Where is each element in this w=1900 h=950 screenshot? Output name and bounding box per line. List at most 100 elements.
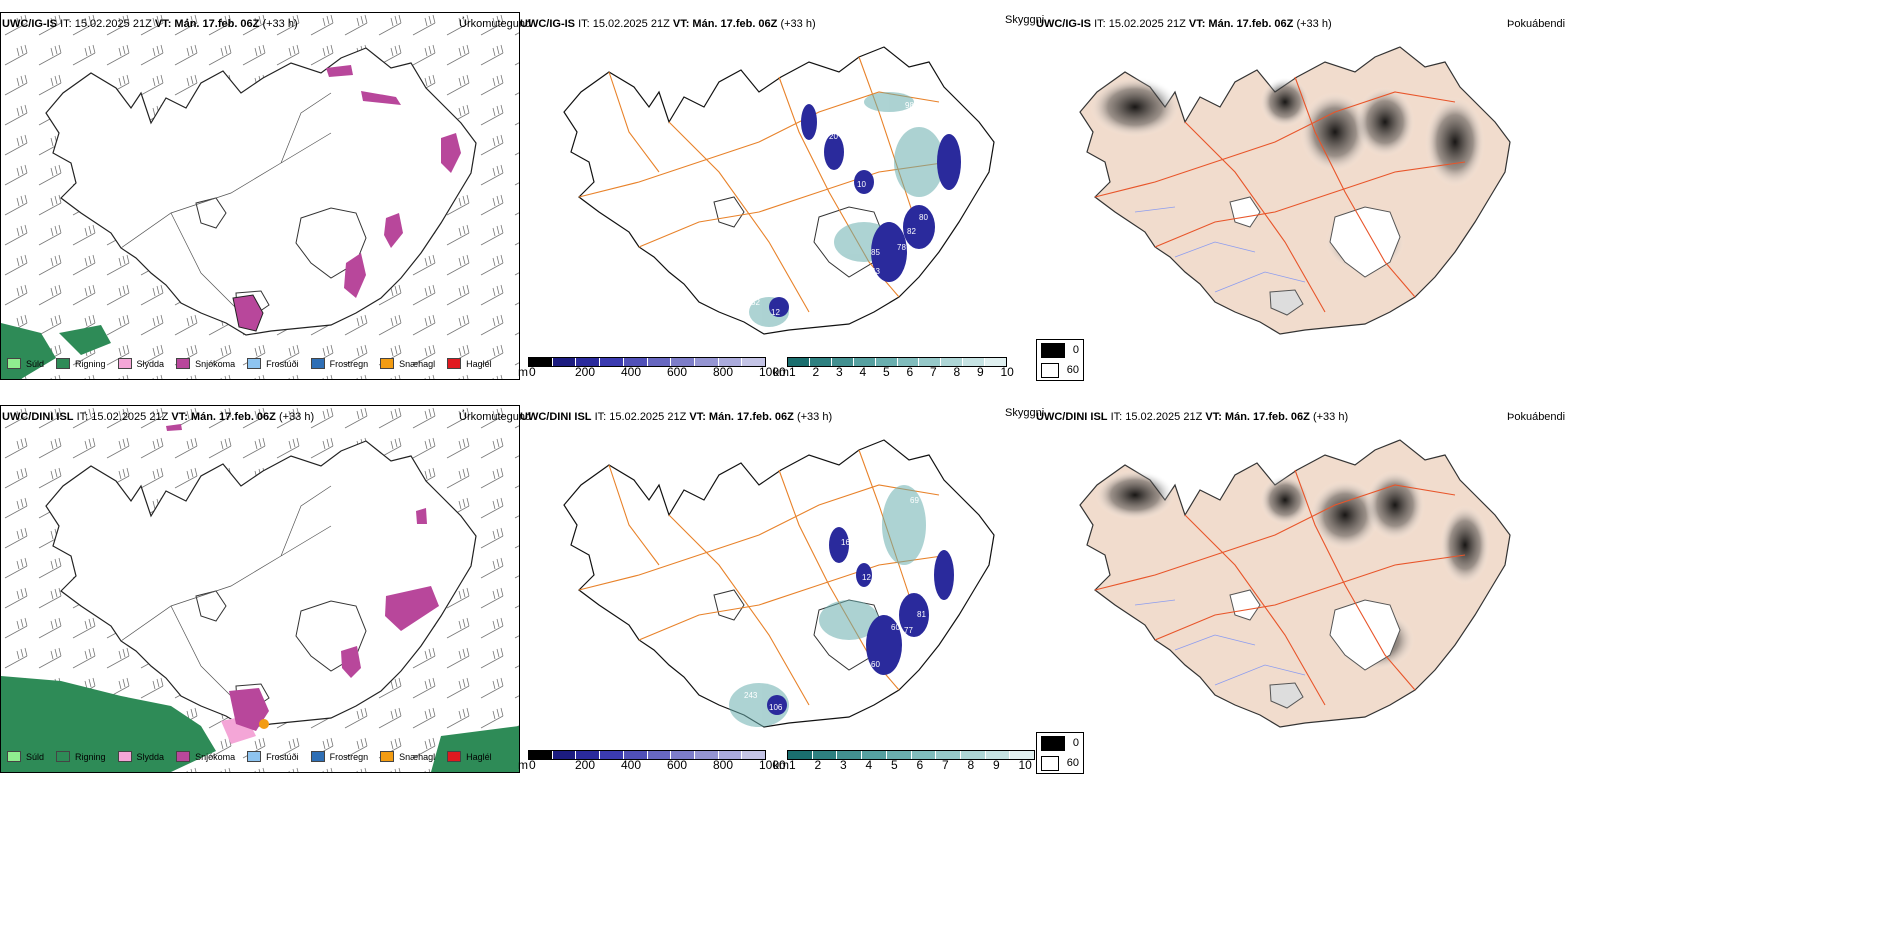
colorbar-step: [576, 358, 601, 366]
legend-label: Slydda: [136, 751, 165, 762]
vis-value-label: 69: [910, 496, 919, 505]
title-fog-2: Þokuábendi: [1507, 411, 1566, 423]
snow-area: [344, 253, 366, 298]
colorbar-tick: 6: [916, 758, 924, 772]
header-fog-2: UWC/DINI ISL IT: 15.02.2025 21Z VT: Mán.…: [1036, 411, 1349, 423]
vis-panel-1: 52 12 20 10 85 63 78 82 80 12 87 98: [519, 12, 1039, 380]
snow-area: [232, 294, 264, 332]
fog-swatch: [1041, 735, 1065, 751]
colorbar-tick: 6: [906, 365, 914, 379]
fog-label: 0: [1072, 737, 1079, 749]
header-vis-1: UWC/IG-IS IT: 15.02.2025 21Z VT: Mán. 17…: [520, 18, 816, 30]
fog-swatch: [1041, 342, 1065, 358]
legend-swatch: [310, 751, 325, 762]
colorbar-step: [647, 751, 672, 759]
colorbar-tick: 4: [865, 758, 873, 772]
precip-legend-item: Frostregn: [310, 751, 368, 762]
precip-panel-2: Súld Rigning Slydda Snjókoma Frostúði Frostre…: [0, 405, 520, 773]
colorbar-step: [600, 751, 624, 759]
fog-legend-2: 0 60: [1036, 732, 1084, 774]
title-vis-1: Skyggni: [1005, 14, 1045, 26]
vis-value-label: 81: [917, 610, 926, 619]
header-precip-2: UWC/DINI ISL IT: 15.02.2025 21Z VT: Mán.…: [2, 411, 315, 423]
colorbar-step: [812, 751, 838, 759]
snow-area: [384, 213, 403, 248]
colorbar-step: [941, 358, 964, 366]
legend-label: Frostúði: [266, 358, 299, 369]
colorbar-tick: 200: [575, 758, 596, 772]
legend-swatch: [56, 358, 71, 369]
cloud-base-colorbar-2: [528, 750, 766, 760]
precip-map-1: [1, 13, 519, 379]
colorbar-tick: 5: [891, 758, 898, 772]
legend-label: Rigning: [75, 751, 106, 762]
colorbar-tick: 2: [812, 365, 820, 379]
precip-panel-1: Súld Rigning Slydda Snjókoma Frostúði Frostre…: [0, 12, 520, 380]
legend-swatch: [380, 751, 395, 762]
title-precip-2: Úrkomutegund: [459, 411, 532, 423]
colorbar-step: [886, 751, 912, 759]
precip-legend-item: Snjókoma: [176, 751, 235, 762]
colorbar-tick: 8: [967, 758, 975, 772]
colorbar-step: [623, 358, 648, 366]
colorbar-tick: 10: [1000, 365, 1014, 379]
colorbar-step: [960, 751, 986, 759]
legend-label: Snjókoma: [195, 358, 236, 369]
precip-legend-item: Snjókoma: [176, 358, 235, 369]
fog-panel-1: [1035, 12, 1555, 372]
colorbar-tick: 2: [814, 758, 822, 772]
legend-label: Frostregn: [329, 358, 369, 369]
vis-value-label: 63: [871, 267, 880, 276]
vis-fields: [729, 485, 926, 727]
fog-legend-item: 60: [1037, 360, 1083, 380]
colorbar-tick: 5: [883, 365, 890, 379]
header-fog-1: UWC/IG-IS IT: 15.02.2025 21Z VT: Mán. 17…: [1036, 18, 1332, 30]
vis-value-label: 82: [907, 227, 916, 236]
legend-label: Snæhagl: [399, 358, 436, 369]
colorbar-step: [788, 751, 813, 759]
legend-swatch: [7, 751, 21, 762]
legend-swatch: [117, 751, 132, 762]
fog-legend-item: 0: [1037, 733, 1083, 753]
visibility-ticks-1: km 1 2 3 4 5 6 7 8 9 10: [773, 365, 1023, 379]
legend-label: Súld: [26, 358, 45, 369]
colorbar-step: [963, 358, 986, 366]
colorbar-step: [985, 751, 1011, 759]
colorbar-tick: 7: [930, 365, 937, 379]
colorbar-step: [647, 358, 672, 366]
precip-legend-item: Haglél: [447, 751, 492, 762]
colorbar-step: [623, 751, 648, 759]
visibility-colorbar-2: [787, 750, 1035, 760]
colorbar-tick: 1: [789, 758, 796, 772]
colorbar-tick: 8: [953, 365, 961, 379]
colorbar-tick: 1000: [759, 365, 786, 379]
colorbar-step: [718, 358, 743, 366]
vis-value-label: 12: [862, 573, 871, 582]
cloud-base-ticks-2: m 0 200 400 600 800 1000: [518, 758, 786, 772]
vis-map-2: 243 106 60 60 77 81 12 16 69: [563, 439, 995, 728]
title-vis-2: Skyggni: [1005, 407, 1045, 419]
fog-label: 60: [1066, 364, 1079, 376]
legend-label: Rigning: [75, 358, 106, 369]
legend-swatch: [247, 358, 262, 369]
legend-swatch: [380, 358, 395, 369]
precip-legend-item: Slydda: [117, 751, 165, 762]
vis-value-label: 98: [905, 101, 914, 110]
header-precip-1: UWC/IG-IS IT: 15.02.2025 21Z VT: Mán. 17…: [2, 18, 298, 30]
header-vis-2: UWC/DINI ISL IT: 15.02.2025 21Z VT: Mán.…: [520, 411, 833, 423]
rain-area: [1, 676, 216, 772]
colorbar-step: [600, 358, 624, 366]
colorbar-step: [936, 751, 961, 759]
colorbar-tick: 400: [621, 365, 642, 379]
vis-value-label: 80: [919, 213, 928, 222]
vis-value-label: 106: [769, 703, 783, 712]
colorbar-tick: 9: [977, 365, 984, 379]
colorbar-tick: 3: [840, 758, 847, 772]
colorbar-tick: 200: [575, 365, 596, 379]
colorbar-step: [911, 751, 937, 759]
colorbar-step: [576, 751, 601, 759]
legend-label: Snjókoma: [195, 751, 236, 762]
cloud-base-fields: [767, 527, 954, 715]
vis-value-label: 60: [891, 623, 900, 632]
visibility-colorbar-1: [787, 357, 1007, 367]
